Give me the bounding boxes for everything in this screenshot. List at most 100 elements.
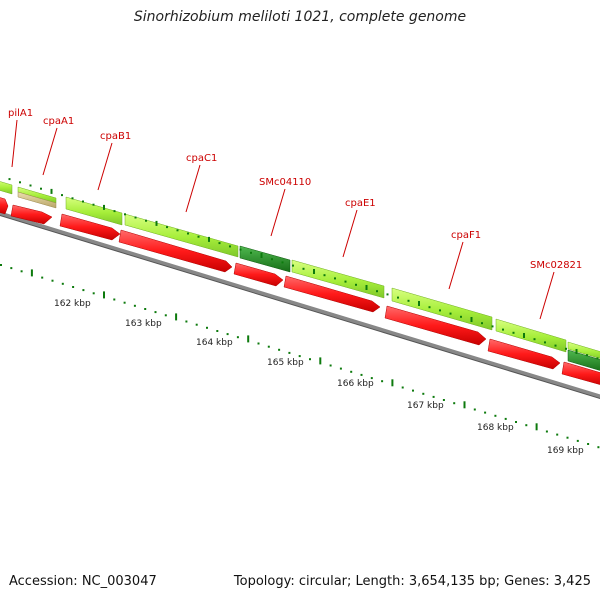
cds-feature[interactable] bbox=[283, 275, 381, 313]
tick-mark bbox=[113, 210, 116, 213]
gene-label-SMc04110[interactable]: SMc04110 bbox=[259, 177, 311, 188]
scale-labels: 162 kbp 163 kbp 164 kbp 165 kbp 166 kbp … bbox=[54, 299, 584, 456]
cds-feature[interactable] bbox=[118, 229, 233, 273]
scale-tick bbox=[504, 417, 507, 420]
scale-tick bbox=[20, 270, 23, 273]
gene-feature[interactable] bbox=[124, 213, 239, 258]
scale-tick bbox=[597, 446, 600, 449]
gene-callouts: pilA1 cpaA1 cpaB1 cpaC1 SMc04110 cpaE1 c… bbox=[8, 108, 582, 320]
scale-tick-row bbox=[0, 264, 600, 449]
scale-tick bbox=[391, 379, 394, 387]
scale-tick bbox=[226, 333, 229, 336]
tick-mark bbox=[491, 325, 494, 328]
scale-tick bbox=[257, 342, 260, 345]
tick-mark bbox=[29, 184, 32, 187]
tick-mark bbox=[71, 197, 74, 200]
scale-label: 163 kbp bbox=[125, 319, 162, 329]
gene-feature[interactable] bbox=[391, 287, 493, 331]
cds-track bbox=[0, 196, 600, 386]
callout-leader bbox=[11, 119, 18, 168]
cds-feature[interactable] bbox=[233, 262, 284, 287]
scale-tick bbox=[195, 323, 198, 326]
callout-leader bbox=[342, 209, 358, 258]
tick-mark bbox=[439, 309, 441, 312]
tick-mark bbox=[344, 280, 347, 283]
tick-mark bbox=[197, 235, 200, 238]
scale-label: 169 kbp bbox=[547, 446, 584, 456]
scale-tick bbox=[381, 380, 384, 383]
tick-mark bbox=[565, 347, 567, 350]
genome-title: Sinorhizobium meliloti 1021, complete ge… bbox=[133, 9, 467, 25]
gene-feature-dark[interactable] bbox=[567, 349, 600, 372]
tick-mark bbox=[208, 236, 210, 242]
scale-tick bbox=[278, 348, 281, 351]
tick-mark bbox=[460, 315, 462, 318]
scale-tick bbox=[41, 276, 44, 279]
tick-mark bbox=[313, 269, 315, 274]
scale-tick bbox=[473, 408, 476, 411]
scale-label: 162 kbp bbox=[54, 299, 91, 309]
tick-mark bbox=[586, 354, 588, 357]
tick-mark bbox=[481, 322, 483, 325]
tick-mark bbox=[533, 338, 536, 341]
callout-leader bbox=[539, 271, 555, 320]
scale-tick bbox=[30, 269, 33, 277]
scale-tick bbox=[453, 402, 456, 405]
tick-mark bbox=[397, 296, 399, 299]
scale-tick bbox=[298, 355, 301, 358]
tick-mark bbox=[302, 267, 305, 270]
scale-tick bbox=[82, 289, 85, 292]
scale-tick bbox=[175, 313, 178, 321]
gene-feature-dark[interactable] bbox=[239, 245, 291, 273]
cds-feature[interactable] bbox=[0, 196, 9, 215]
tick-mark bbox=[166, 226, 168, 229]
tick-mark bbox=[334, 277, 336, 280]
cds-feature[interactable] bbox=[487, 338, 561, 370]
scale-tick bbox=[267, 345, 270, 348]
gene-feature-tan[interactable] bbox=[17, 191, 57, 209]
gene-label-cpaE1[interactable]: cpaE1 bbox=[345, 198, 376, 209]
scale-label: 165 kbp bbox=[267, 358, 304, 368]
gene-feature[interactable] bbox=[495, 318, 567, 353]
scale-label: 168 kbp bbox=[477, 423, 514, 433]
gene-label-pilA1[interactable]: pilA1 bbox=[8, 108, 33, 119]
callout-leader bbox=[448, 241, 464, 290]
scale-tick bbox=[288, 351, 291, 354]
gene-label-SMc02821[interactable]: SMc02821 bbox=[530, 260, 582, 271]
cds-feature[interactable] bbox=[561, 361, 600, 386]
tick-mark bbox=[176, 229, 179, 232]
gene-label-cpaC1[interactable]: cpaC1 bbox=[186, 153, 217, 164]
scale-tick bbox=[350, 370, 353, 373]
cds-feature[interactable] bbox=[384, 305, 487, 346]
gene-label-cpaB1[interactable]: cpaB1 bbox=[100, 131, 131, 142]
tick-mark bbox=[323, 274, 326, 277]
upper-tick-row bbox=[8, 178, 599, 360]
tick-mark bbox=[260, 253, 263, 258]
gene-track bbox=[0, 180, 600, 372]
gene-label-cpaF1[interactable]: cpaF1 bbox=[451, 230, 481, 241]
tick-mark bbox=[187, 232, 189, 235]
genome-backbone bbox=[0, 211, 600, 399]
scale-label: 166 kbp bbox=[337, 379, 374, 389]
scale-tick bbox=[339, 367, 342, 370]
gene-feature[interactable] bbox=[567, 341, 600, 360]
scale-tick bbox=[185, 320, 188, 323]
tick-mark bbox=[145, 219, 147, 222]
scale-tick bbox=[10, 267, 13, 270]
scale-tick bbox=[103, 291, 105, 299]
tick-mark bbox=[554, 344, 557, 347]
scale-tick bbox=[144, 308, 147, 310]
gene-label-cpaA1[interactable]: cpaA1 bbox=[43, 116, 74, 127]
scale-tick bbox=[412, 389, 414, 392]
scale-tick bbox=[484, 411, 487, 414]
cds-feature[interactable] bbox=[10, 204, 53, 225]
tick-mark bbox=[365, 285, 368, 290]
scale-tick bbox=[525, 424, 528, 427]
tick-mark bbox=[386, 293, 389, 296]
tick-mark bbox=[407, 299, 410, 302]
tick-mark bbox=[134, 216, 137, 219]
gene-feature[interactable] bbox=[0, 180, 13, 195]
cds-feature[interactable] bbox=[59, 213, 121, 241]
scale-tick bbox=[401, 386, 404, 389]
